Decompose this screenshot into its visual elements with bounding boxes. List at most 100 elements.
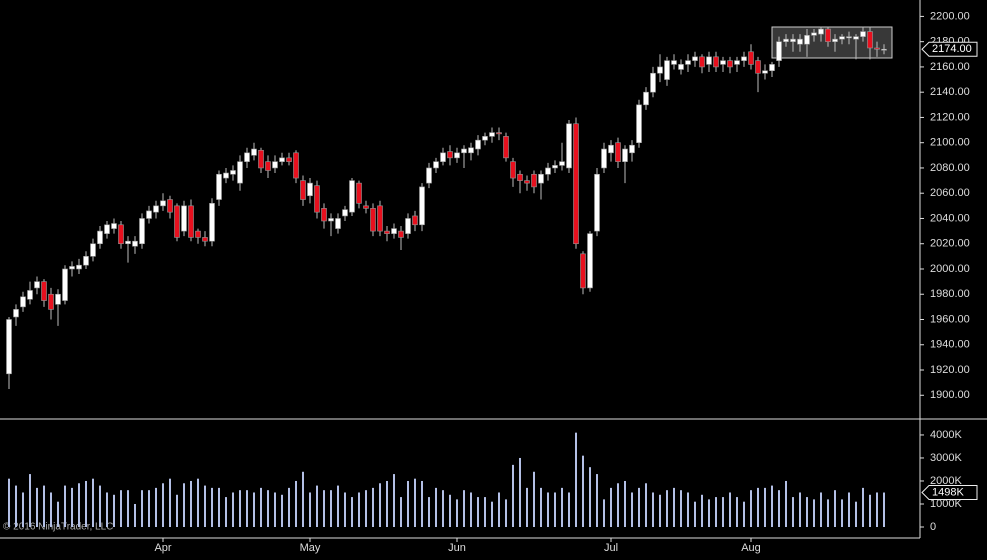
volume-bar [120,490,122,527]
candle-body [566,123,572,169]
candle-body [706,56,712,65]
candle-body [48,293,54,310]
volume-bar [792,497,794,527]
volume-bar [288,487,290,527]
volume-bar [246,490,248,527]
current-value-label: 2174.00 [932,43,972,55]
candle-body [363,205,369,209]
volume-bar [71,487,73,527]
volume-bar [421,480,423,527]
x-tick-label: Jun [448,542,466,554]
volume-bar [477,497,479,527]
x-tick-label: May [300,542,321,554]
volume-bar [64,485,66,527]
x-tick-label: Aug [741,542,761,554]
volume-bar [85,480,87,527]
volume-bar [876,492,878,527]
volume-bar [225,497,227,527]
volume-bar [344,492,346,527]
candle-body [580,253,586,289]
candle-body [685,60,691,65]
volume-bar [722,497,724,527]
volume-bar [834,490,836,527]
candle-body [216,173,222,200]
volume-bar [799,492,801,527]
volume-bar [36,487,38,527]
candle-body [356,182,362,204]
volume-bar [743,501,745,527]
volume-bar [638,487,640,527]
volume-bar [827,499,829,527]
volume-bar [407,480,409,527]
y-tick-label: 1980.00 [930,288,970,300]
candle-body [377,205,383,232]
volume-bar [29,474,31,527]
volume-bar [526,487,528,527]
volume-bar [603,499,605,527]
candle-body [209,203,215,242]
candle-body [384,230,390,234]
y-tick-label: 2020.00 [930,238,970,250]
volume-bar [281,494,283,527]
volume-bar [463,490,465,527]
candle-body [867,31,873,49]
candle-body [125,240,131,245]
candle-body [104,224,110,234]
volume-bar [393,474,395,527]
volume-bar [141,490,143,527]
volume-bar [400,497,402,527]
candle-body [412,215,418,226]
current-value-tag [921,41,978,57]
candle-body [139,218,145,245]
candle-body [741,56,747,61]
candle-body [440,152,446,162]
candle-body [503,136,509,159]
candle-body [223,172,229,179]
candle-body [678,64,684,70]
volume-bar [218,487,220,527]
volume-bar [813,499,815,527]
volume-bar [309,492,311,527]
volume-bar [631,492,633,527]
volume-bar [78,483,80,527]
volume-bar [449,494,451,527]
volume-bar [127,490,129,527]
candle-body [20,296,26,308]
candle-body [818,28,824,35]
candle-body [615,142,621,162]
candle-body [34,281,40,289]
candle-body [657,66,663,74]
candle-body [629,144,635,154]
candle-body [531,173,537,188]
candle-body [538,173,544,184]
y-tick-label: 2080.00 [930,162,970,174]
volume-bar [624,480,626,527]
candle-body [181,205,187,232]
candle-body [643,91,649,106]
candle-body [853,36,859,40]
volume-bar [680,490,682,527]
volume-bar [358,492,360,527]
y-tick-label: 0 [930,521,936,533]
candle-body [692,56,698,61]
volume-bar [113,494,115,527]
candle-body [265,161,271,171]
volume-bar [57,501,59,527]
volume-bar [302,471,304,527]
candle-body [279,157,285,162]
volume-bar [547,492,549,527]
y-tick-label: 1940.00 [930,339,970,351]
volume-bar [533,471,535,527]
y-tick-label: 2200.00 [930,10,970,22]
candle-body [587,233,593,289]
y-tick-label: 1920.00 [930,364,970,376]
volume-bar [428,497,430,527]
candle-body [90,243,96,257]
candle-body [349,180,355,213]
volume-bar [435,487,437,527]
candle-body [475,139,481,150]
volume-bar [484,497,486,527]
y-tick-label: 2000.00 [930,263,970,275]
candle-body [146,210,152,219]
volume-bar [253,492,255,527]
